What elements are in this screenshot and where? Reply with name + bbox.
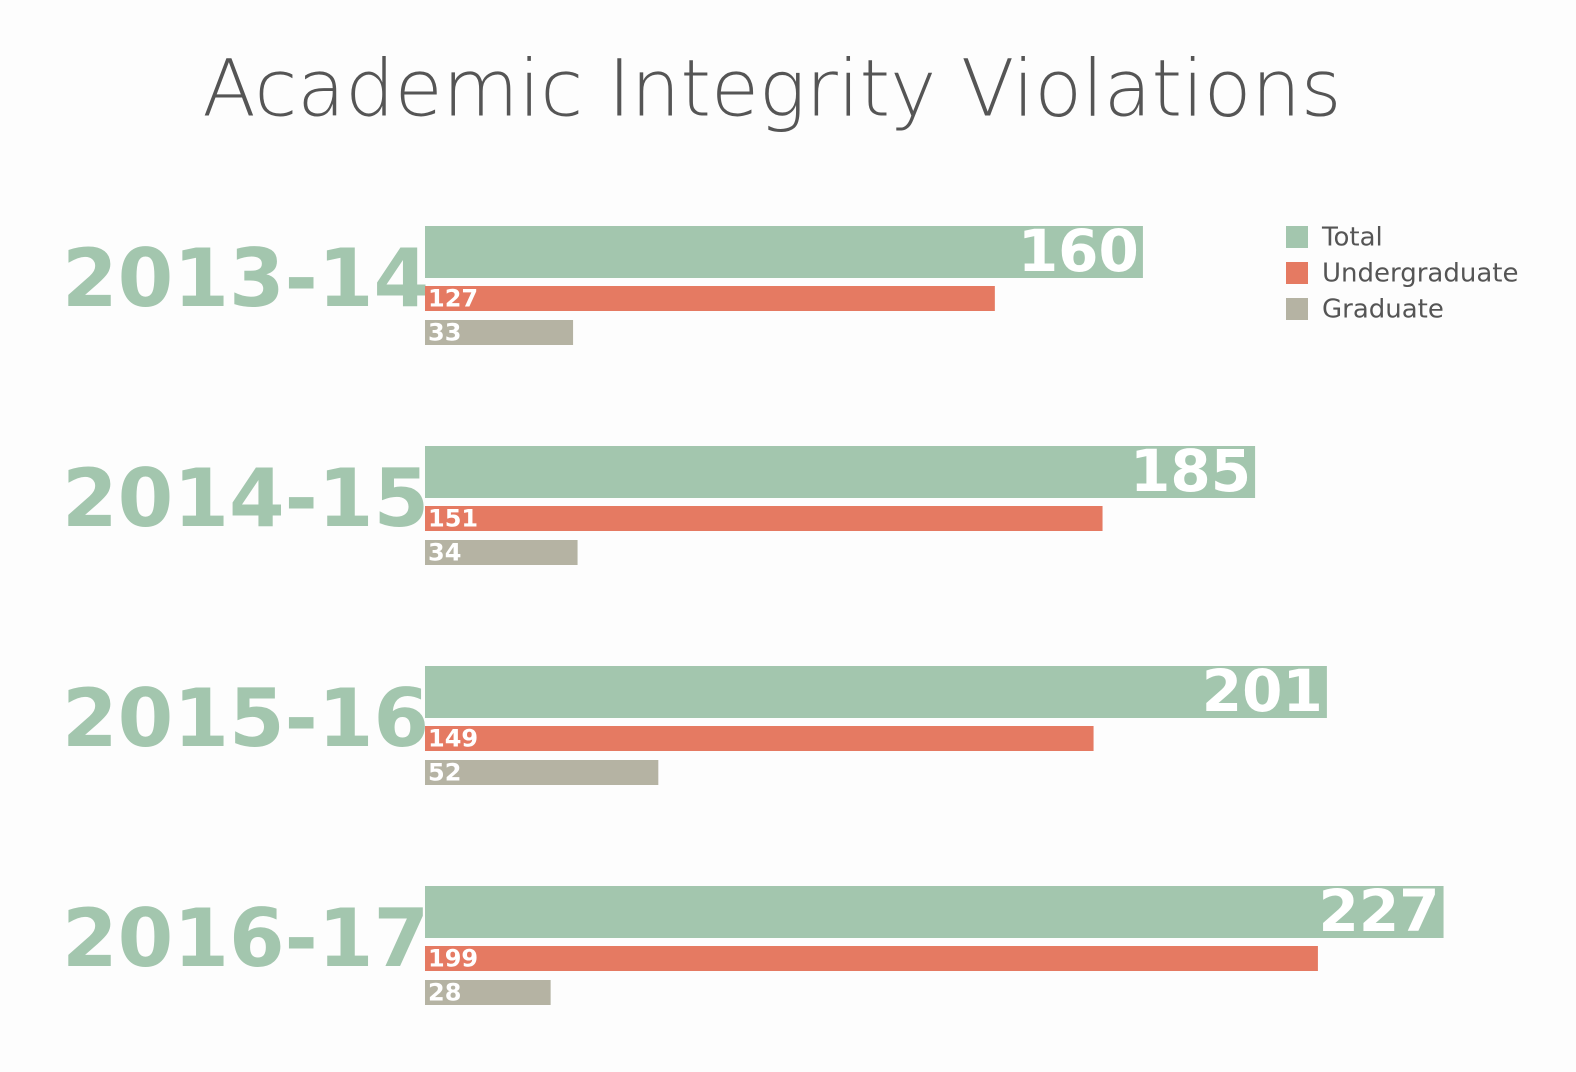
bar (425, 286, 995, 311)
value-label: 151 (428, 505, 478, 533)
bar (425, 760, 659, 785)
legend-swatch (1286, 298, 1308, 320)
bar (425, 886, 1444, 938)
value-label: 185 (1130, 437, 1251, 505)
bar (425, 540, 578, 565)
bar (425, 666, 1327, 718)
value-label: 52 (428, 759, 461, 787)
bar (425, 726, 1094, 751)
value-label: 127 (428, 285, 478, 313)
chart-title: Academic Integrity Violations (202, 45, 1341, 135)
value-label: 199 (428, 945, 478, 973)
value-label: 34 (428, 539, 461, 567)
category-label: 2014-15 (62, 452, 429, 545)
bar (425, 320, 574, 345)
value-label: 28 (428, 979, 461, 1007)
bar (425, 506, 1103, 531)
bar (425, 980, 551, 1005)
legend-label: Total (1321, 223, 1383, 253)
bar (425, 446, 1256, 498)
bar (425, 946, 1318, 971)
legend-swatch (1286, 226, 1308, 248)
category-label: 2016-17 (62, 892, 429, 985)
legend-swatch (1286, 262, 1308, 284)
category-label: 2013-14 (62, 232, 429, 325)
value-label: 201 (1202, 657, 1323, 725)
bar (425, 226, 1143, 278)
value-label: 160 (1018, 217, 1139, 285)
value-label: 33 (428, 319, 461, 347)
category-label: 2015-16 (62, 672, 429, 765)
legend-label: Graduate (1322, 295, 1444, 325)
value-label: 227 (1318, 877, 1439, 945)
value-label: 149 (428, 725, 478, 753)
legend-label: Undergraduate (1322, 259, 1518, 289)
